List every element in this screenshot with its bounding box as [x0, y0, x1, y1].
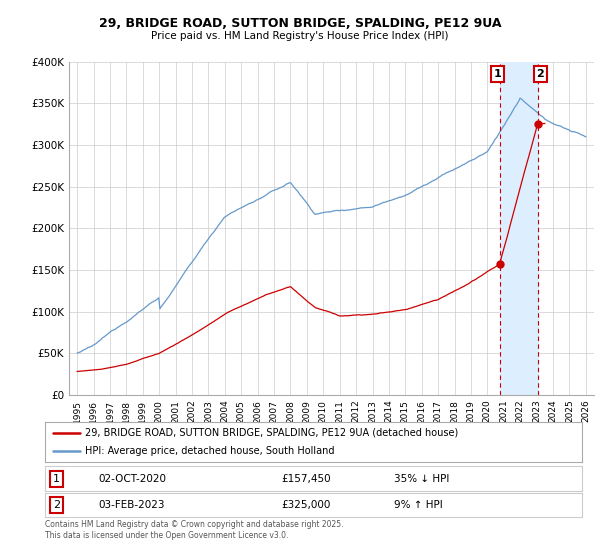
Text: 02-OCT-2020: 02-OCT-2020 — [98, 474, 167, 484]
Bar — [500, 62, 538, 395]
Text: 2: 2 — [536, 69, 544, 79]
Text: £157,450: £157,450 — [281, 474, 331, 484]
Text: 1: 1 — [493, 69, 501, 79]
Text: HPI: Average price, detached house, South Holland: HPI: Average price, detached house, Sout… — [85, 446, 335, 456]
Text: 1: 1 — [53, 474, 61, 484]
Text: 2: 2 — [53, 500, 61, 510]
Text: 03-FEB-2023: 03-FEB-2023 — [98, 500, 165, 510]
Text: 29, BRIDGE ROAD, SUTTON BRIDGE, SPALDING, PE12 9UA: 29, BRIDGE ROAD, SUTTON BRIDGE, SPALDING… — [99, 17, 501, 30]
Text: 35% ↓ HPI: 35% ↓ HPI — [394, 474, 449, 484]
Text: 9% ↑ HPI: 9% ↑ HPI — [394, 500, 443, 510]
Text: £325,000: £325,000 — [281, 500, 331, 510]
Text: Price paid vs. HM Land Registry's House Price Index (HPI): Price paid vs. HM Land Registry's House … — [151, 31, 449, 41]
Text: Contains HM Land Registry data © Crown copyright and database right 2025.
This d: Contains HM Land Registry data © Crown c… — [45, 520, 343, 540]
Text: 29, BRIDGE ROAD, SUTTON BRIDGE, SPALDING, PE12 9UA (detached house): 29, BRIDGE ROAD, SUTTON BRIDGE, SPALDING… — [85, 428, 458, 437]
